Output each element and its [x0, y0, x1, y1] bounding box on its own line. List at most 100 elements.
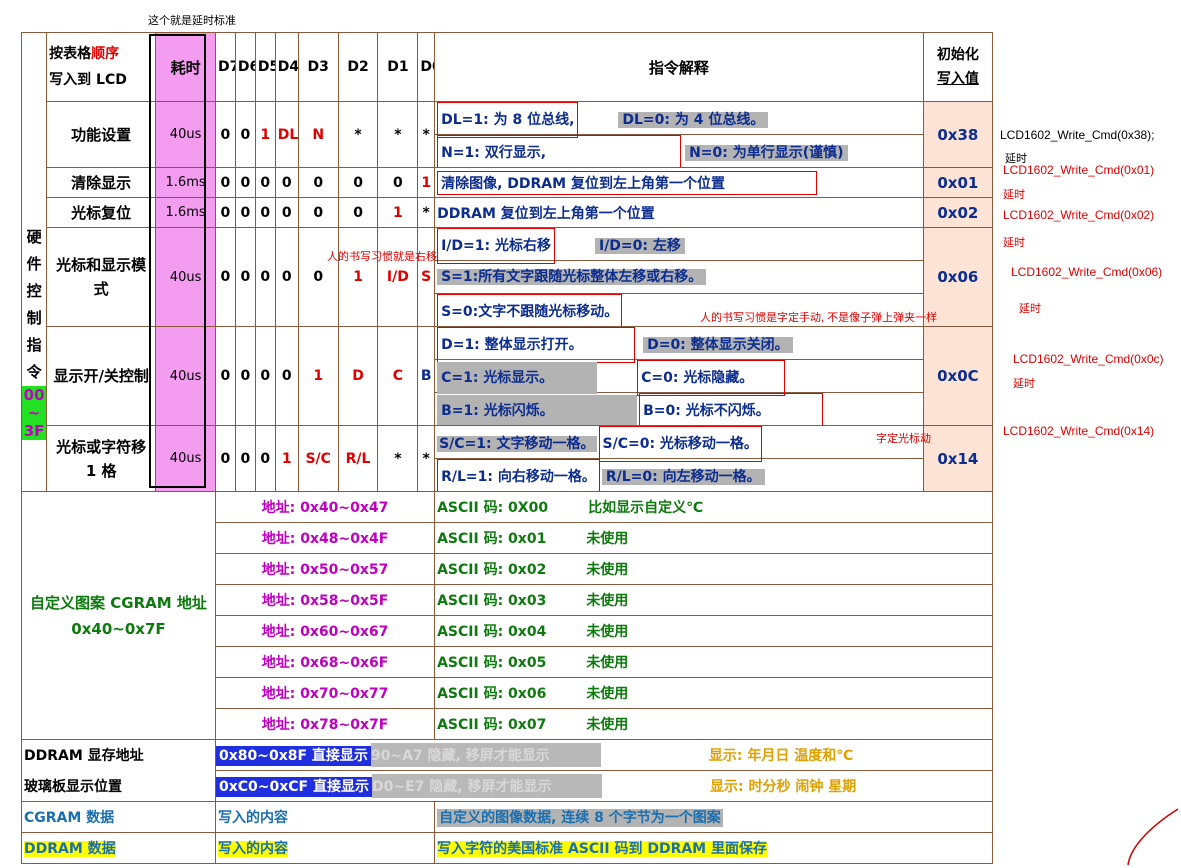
header-row: 按表格顺序 写入到 LCD 耗时 D7 D6 D5 D4 D3 D2 D1 D0…	[20, 32, 994, 102]
bit: N	[297, 101, 339, 168]
bit: I/D	[377, 227, 419, 327]
explain-item: N=0: 为单行显示(谨慎)	[685, 145, 848, 161]
cmd-row-entry-mode: 光标和显示模式 40us 0 0 0 0 0 1 I/D S I/D=1: 光标…	[22, 227, 994, 327]
delay-note: 延时	[1013, 378, 1035, 390]
cgram-desc-text: 自定义的图像数据, 连续 8 个字节为一个图案	[437, 809, 723, 827]
cmd-name: 显示开/关控制	[46, 326, 157, 426]
cgram-row: 地址: 0x58~0x5F ASCII 码: 0x03 未使用	[22, 584, 993, 616]
explain-item: D=1: 整体显示打开。	[437, 327, 636, 363]
order-label-a: 按表格	[49, 46, 92, 62]
cmd-row-clear-display: 清除显示 1.6ms 0 0 0 0 0 0 0 1 清除图像, DDRAM 复…	[22, 167, 994, 198]
bit-header-d5: D5	[254, 32, 276, 102]
delay-note: 延时	[1003, 237, 1025, 249]
annotation-right-shift: 人的书写习惯就是右移	[327, 251, 437, 263]
order-label-b: 顺序	[91, 46, 120, 62]
cmd-explain: DL=1: 为 8 位总线, DL=0: 为 4 位总线。 N=1: 双行显示, N…	[434, 101, 924, 168]
explain-line: B=1: 光标闪烁。 B=0: 光标不闪烁。	[436, 393, 923, 425]
bit: *	[417, 197, 436, 228]
cgram-data-desc: 自定义的图像数据, 连续 8 个字节为一个图案	[434, 801, 993, 833]
order-header: 按表格顺序 写入到 LCD	[46, 32, 157, 102]
cgram-ascii: ASCII 码: 0x01 未使用	[434, 522, 993, 554]
bit: B	[417, 326, 436, 426]
hw-label-text: 硬件控制指令	[26, 228, 42, 382]
cmd-time: 40us	[155, 101, 216, 168]
cgram-addr: 地址: 0x70~0x77	[214, 677, 436, 709]
bit: *	[377, 101, 419, 168]
cgram-addr: 地址: 0x48~0x4F	[214, 522, 436, 554]
range-tilde: ~	[27, 404, 41, 423]
bit: 0	[254, 425, 276, 492]
cmd-row-cursor-home: 光标复位 1.6ms 0 0 0 0 0 0 1 * DDRAM 复位到左上角第…	[22, 197, 994, 228]
bit: 1	[297, 326, 339, 426]
init-value: 0x06	[922, 227, 994, 327]
cgram-row: 地址: 0x78~0x7F ASCII 码: 0x07 未使用	[22, 708, 993, 740]
explain-item: I/D=1: 光标右移	[437, 228, 555, 264]
bit: *	[377, 425, 419, 492]
explain-line: C=1: 光标显示。 C=0: 光标隐藏。	[435, 360, 923, 396]
cgram-addr: 地址: 0x78~0x7F	[214, 708, 436, 740]
init-value: 0x14	[922, 425, 994, 492]
init-label-b: 写入值	[936, 71, 979, 87]
cgram-addr: 地址: 0x60~0x67	[214, 615, 436, 647]
cmd-name: 光标复位	[46, 197, 157, 228]
cgram-row: 自定义图案 CGRAM 地址 0x40~0x7F 地址: 0x40~0x47 A…	[21, 491, 993, 740]
ascii-note: 比如显示自定义℃	[588, 500, 704, 516]
ddram-label-1: DDRAM 显存地址	[21, 739, 216, 771]
ascii-note: 未使用	[586, 624, 629, 640]
ddram-data-desc-cell: 写入字符的美国标准 ASCII 码到 DDRAM 里面保存	[434, 832, 993, 864]
bit: 0	[377, 167, 419, 198]
cmd-explain: DDRAM 复位到左上角第一个位置	[434, 197, 924, 228]
explain-item: S=1:所有文字跟随光标整体左移或右移。	[437, 269, 707, 285]
ddram-data-label: DDRAM 数据	[24, 841, 116, 857]
bit: 0	[234, 326, 256, 426]
cmd-time: 40us	[155, 227, 216, 327]
lcd-command-table: 按表格顺序 写入到 LCD 耗时 D7 D6 D5 D4 D3 D2 D1 D0…	[20, 32, 994, 864]
bit-header-d6: D6	[234, 32, 256, 102]
cgram-range: 0x40~0x7F	[71, 619, 166, 638]
bit: C	[377, 326, 419, 426]
code-line: LCD1602_Write_Cmd(0x38);	[1000, 128, 1155, 142]
ascii-code: ASCII 码: 0x06	[437, 686, 547, 702]
bit-header-d1: D1	[377, 32, 419, 102]
cgram-row: 地址: 0x60~0x67 ASCII 码: 0x04 未使用	[22, 615, 993, 647]
bit: 0	[214, 167, 236, 198]
explain-line: D=1: 整体显示打开。 D=0: 整体显示关闭。	[435, 327, 923, 363]
cmd-time: 1.6ms	[155, 167, 216, 198]
red-stroke-mark	[1127, 808, 1179, 866]
ddram-label-2: 玻璃板显示位置	[21, 770, 216, 802]
bit: 1	[377, 197, 419, 228]
bit: 0	[214, 197, 236, 228]
ascii-note: 未使用	[586, 686, 629, 702]
explain-item: 清除图像, DDRAM 复位到左上角第一个位置	[437, 170, 818, 195]
cgram-row: 地址: 0x70~0x77 ASCII 码: 0x06 未使用	[22, 677, 993, 709]
cgram-ascii: ASCII 码: 0x07 未使用	[434, 708, 993, 740]
explain-line: S/C=1: 文字移动一格。 S/C=0: 光标移动一格。	[435, 426, 923, 462]
bit: 0	[274, 326, 299, 426]
bit: 0	[254, 326, 276, 426]
cmd-name: 光标或字符移 1 格	[46, 425, 157, 492]
cmd-time: 1.6ms	[155, 197, 216, 228]
cgram-ascii: ASCII 码: 0X00 比如显示自定义℃	[434, 491, 993, 523]
cmd-time: 40us	[155, 425, 216, 492]
cgram-data-row: CGRAM 数据 写入的内容 自定义的图像数据, 连续 8 个字节为一个图案	[21, 801, 993, 833]
order-label-c: 写入到 LCD	[49, 72, 127, 88]
bit: 0	[337, 167, 379, 198]
ddram-data-write: 写入的内容	[217, 841, 288, 857]
bit: 0	[297, 227, 339, 327]
init-value: 0x0C	[922, 326, 994, 426]
ddram-hidden-2: D0~E7 隐藏, 移屏才能显示	[371, 774, 602, 798]
ddram-hidden-1: 90~A7 隐藏, 移屏才能显示	[370, 743, 601, 767]
bit: 0	[254, 227, 276, 327]
cgram-data-write: 写入的内容	[214, 801, 436, 833]
bit-header-d7: D7	[214, 32, 236, 102]
ascii-code: ASCII 码: 0x01	[437, 531, 547, 547]
bit: 0	[297, 197, 339, 228]
ascii-code: ASCII 码: 0x05	[437, 655, 547, 671]
ddram-show-2: 显示: 时分秒 闹钟 星期	[709, 779, 857, 795]
bit-header-d0: D0	[417, 32, 436, 102]
bit: *	[337, 101, 379, 168]
cgram-addr: 地址: 0x40~0x47	[214, 491, 436, 523]
cmd-explain: 清除图像, DDRAM 复位到左上角第一个位置	[434, 167, 924, 198]
explain-line: S=0:文字不跟随光标移动。	[436, 294, 923, 326]
bit: DL	[274, 101, 299, 168]
